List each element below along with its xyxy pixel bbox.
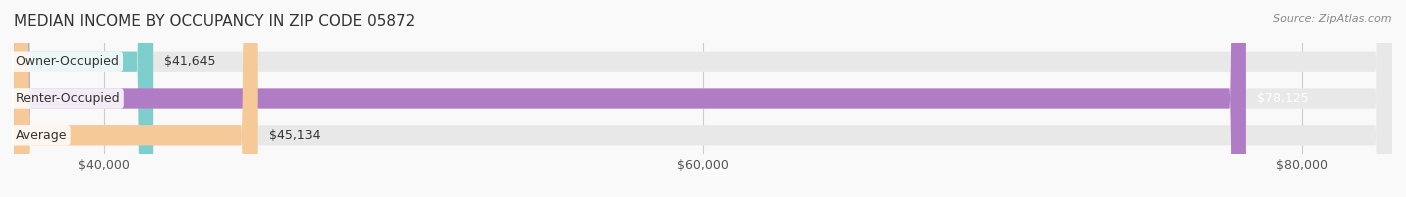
Text: $45,134: $45,134	[269, 129, 321, 142]
Text: MEDIAN INCOME BY OCCUPANCY IN ZIP CODE 05872: MEDIAN INCOME BY OCCUPANCY IN ZIP CODE 0…	[14, 14, 415, 29]
Text: Renter-Occupied: Renter-Occupied	[15, 92, 120, 105]
Text: $78,125: $78,125	[1257, 92, 1309, 105]
Text: Source: ZipAtlas.com: Source: ZipAtlas.com	[1274, 14, 1392, 24]
Text: $41,645: $41,645	[165, 55, 215, 68]
FancyBboxPatch shape	[14, 0, 153, 197]
Text: Owner-Occupied: Owner-Occupied	[15, 55, 120, 68]
FancyBboxPatch shape	[14, 0, 1392, 197]
Text: Average: Average	[15, 129, 67, 142]
FancyBboxPatch shape	[14, 0, 1392, 197]
FancyBboxPatch shape	[14, 0, 1246, 197]
FancyBboxPatch shape	[14, 0, 257, 197]
FancyBboxPatch shape	[14, 0, 1392, 197]
